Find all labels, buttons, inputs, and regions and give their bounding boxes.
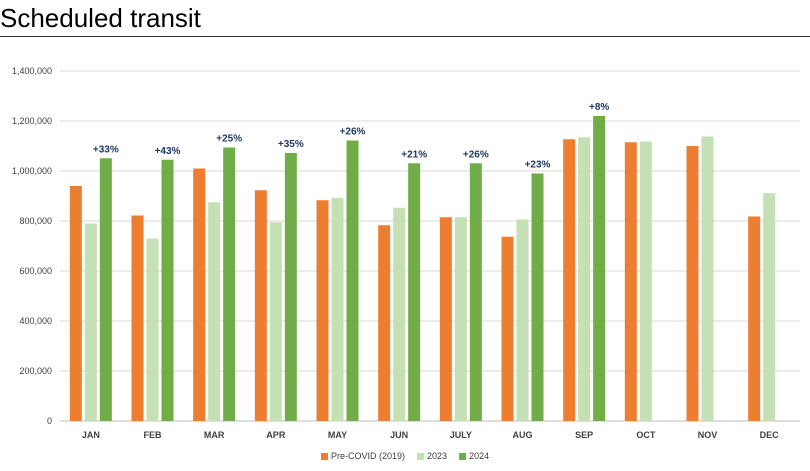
legend-2024-label: 2024 bbox=[469, 451, 489, 461]
y-tick-label: 600,000 bbox=[19, 266, 52, 276]
x-category-label: DEC bbox=[760, 430, 780, 440]
data-label-change: +43% bbox=[155, 146, 181, 157]
bar-2023 bbox=[639, 141, 652, 421]
gridlines bbox=[60, 70, 800, 422]
title-divider bbox=[0, 36, 810, 37]
y-tick-label: 1,400,000 bbox=[12, 66, 52, 76]
data-label-change: +8% bbox=[589, 102, 609, 113]
y-tick-label: 0 bbox=[47, 416, 52, 426]
data-label-change: +35% bbox=[278, 139, 304, 150]
bar-pre-covid bbox=[131, 215, 144, 421]
legend-pre-covid-swatch bbox=[321, 453, 328, 460]
y-tick-label: 1,200,000 bbox=[12, 116, 52, 126]
x-category-label: MAY bbox=[328, 430, 347, 440]
data-label-change: +21% bbox=[401, 149, 427, 160]
bar-pre-covid bbox=[501, 236, 514, 421]
legend-2024-swatch bbox=[459, 453, 467, 460]
bar-pre-covid bbox=[748, 216, 761, 421]
x-category-label: NOV bbox=[698, 430, 718, 440]
bar-2023 bbox=[516, 219, 529, 421]
bar-2023 bbox=[146, 238, 159, 421]
x-category-label: JAN bbox=[82, 430, 100, 440]
bar-pre-covid bbox=[254, 190, 267, 421]
bar-2023 bbox=[269, 222, 282, 421]
bar-2024 bbox=[161, 159, 174, 421]
data-label-change: +25% bbox=[216, 134, 242, 145]
page-title: Scheduled transit bbox=[0, 3, 201, 33]
x-category-label: MAR bbox=[204, 430, 225, 440]
legend-pre-covid-label: Pre-COVID (2019) bbox=[331, 451, 405, 461]
bar-2024 bbox=[408, 163, 421, 421]
bar-2024 bbox=[346, 140, 359, 421]
y-tick-label: 800,000 bbox=[19, 216, 52, 226]
legend: Pre-COVID (2019) 2023 2024 bbox=[321, 451, 489, 461]
bar-2023 bbox=[701, 136, 714, 421]
data-label-change: +26% bbox=[340, 127, 366, 138]
bar-pre-covid bbox=[378, 225, 391, 421]
bar-pre-covid bbox=[69, 186, 82, 421]
bar-2024 bbox=[99, 158, 112, 421]
x-axis-categories: JAN FEB MAR APR MAY JUN JULY AUG SEP OCT NOV DEC bbox=[82, 430, 779, 440]
bar-2023 bbox=[454, 217, 467, 421]
bar-pre-covid bbox=[686, 146, 699, 421]
bar-2023 bbox=[393, 207, 406, 421]
bar-2023 bbox=[84, 223, 97, 421]
data-label-change: +33% bbox=[93, 144, 119, 155]
legend-2023-label: 2023 bbox=[427, 451, 447, 461]
data-label-change: +26% bbox=[463, 149, 489, 160]
y-tick-label: 200,000 bbox=[19, 366, 52, 376]
y-tick-label: 1,000,000 bbox=[12, 166, 52, 176]
x-category-label: SEP bbox=[575, 430, 593, 440]
x-category-label: OCT bbox=[636, 430, 656, 440]
bar-2023 bbox=[331, 197, 344, 421]
bar-pre-covid bbox=[439, 217, 452, 421]
y-tick-label: 400,000 bbox=[19, 316, 52, 326]
bar-2024 bbox=[531, 173, 544, 421]
bar-pre-covid bbox=[316, 200, 329, 421]
bar-2023 bbox=[578, 137, 591, 421]
bar-2023 bbox=[763, 193, 776, 421]
bar-2024 bbox=[223, 147, 236, 421]
bar-2024 bbox=[593, 116, 606, 421]
y-axis-ticks: 0 200,000 400,000 600,000 800,000 1,000,000 1,… bbox=[12, 66, 52, 426]
bar-2024 bbox=[284, 153, 297, 421]
x-category-label: JUN bbox=[390, 430, 408, 440]
bar-pre-covid bbox=[193, 168, 206, 421]
legend-2023-swatch bbox=[417, 453, 425, 460]
bars bbox=[69, 116, 776, 421]
x-category-label: AUG bbox=[513, 430, 533, 440]
bar-pre-covid bbox=[624, 142, 637, 421]
x-category-label: APR bbox=[266, 430, 286, 440]
data-labels: +33% +43% +25% +35% +26% +21% +26% +23% +8% bbox=[93, 102, 610, 171]
bar-2024 bbox=[469, 163, 482, 421]
x-category-label: JULY bbox=[450, 430, 472, 440]
x-category-label: FEB bbox=[144, 430, 163, 440]
data-label-change: +23% bbox=[525, 160, 551, 171]
bar-pre-covid bbox=[563, 139, 576, 421]
bar-2023 bbox=[208, 202, 221, 421]
